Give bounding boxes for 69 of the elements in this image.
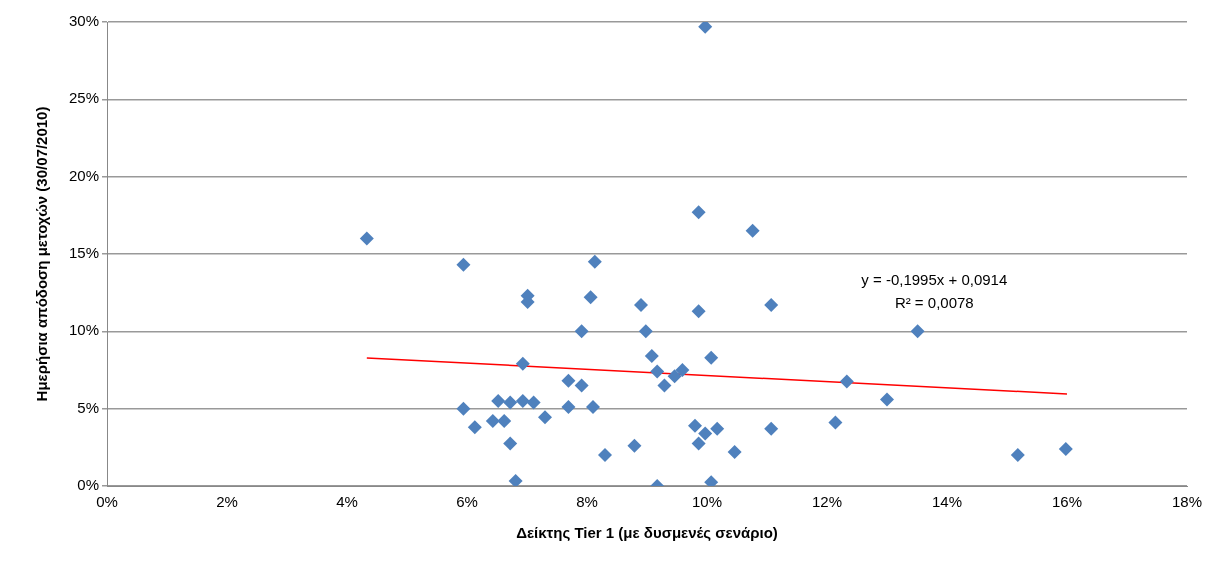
x-tick-label: 4% xyxy=(336,493,358,511)
point xyxy=(691,304,706,319)
x-tick-label: 8% xyxy=(576,493,598,511)
point xyxy=(491,393,506,408)
point xyxy=(698,22,713,34)
y-axis-title: Ημερήσια απόδοση μετοχών (30/07/2010) xyxy=(33,106,51,402)
point xyxy=(839,374,854,389)
point xyxy=(485,414,500,429)
y-tick-label: 0% xyxy=(77,476,100,494)
point xyxy=(586,400,601,415)
point xyxy=(574,324,589,339)
point xyxy=(587,254,602,269)
point xyxy=(644,349,659,364)
point xyxy=(675,363,690,377)
point xyxy=(634,298,649,313)
point xyxy=(515,393,530,408)
point xyxy=(503,395,518,410)
point xyxy=(657,378,672,393)
point xyxy=(880,392,895,407)
point xyxy=(456,401,471,416)
point xyxy=(583,290,598,305)
x-tick-label: 0% xyxy=(96,493,118,511)
y-tick-label: 10% xyxy=(68,321,100,339)
point xyxy=(515,356,530,371)
y-tick-label: 30% xyxy=(68,12,100,30)
point xyxy=(764,298,779,313)
x-tick-label: 16% xyxy=(1051,493,1083,511)
point xyxy=(467,420,482,435)
point xyxy=(1058,441,1073,456)
annotation: R² = 0,0078 xyxy=(894,294,974,312)
y-tick-label: 25% xyxy=(68,89,100,107)
point xyxy=(698,426,713,441)
x-tick-label: 10% xyxy=(691,493,723,511)
point xyxy=(497,414,512,429)
point xyxy=(688,418,703,433)
point xyxy=(359,231,374,246)
point xyxy=(526,395,541,410)
annotation: y = -0,1995x + 0,0914 xyxy=(861,271,1008,289)
point xyxy=(561,373,576,388)
point xyxy=(538,410,553,425)
x-tick-label: 18% xyxy=(1171,493,1203,511)
x-tick-label: 2% xyxy=(216,493,238,511)
point xyxy=(1010,448,1025,463)
point xyxy=(828,415,843,430)
point xyxy=(574,378,589,393)
point xyxy=(745,223,760,238)
point xyxy=(710,421,725,436)
point xyxy=(764,421,779,436)
x-tick-label: 6% xyxy=(456,493,478,511)
point xyxy=(667,369,682,384)
point xyxy=(691,205,706,220)
y-tick-label: 15% xyxy=(68,244,100,262)
point xyxy=(456,257,471,272)
point xyxy=(508,473,523,486)
point xyxy=(650,364,665,379)
x-tick-label: 12% xyxy=(811,493,843,511)
y-tick-label: 20% xyxy=(68,166,100,184)
point xyxy=(503,436,518,451)
y-tick-label: 5% xyxy=(77,398,100,416)
point xyxy=(627,438,642,453)
point xyxy=(638,324,653,339)
point xyxy=(704,350,719,365)
point xyxy=(561,400,576,415)
point xyxy=(727,444,742,459)
x-axis-title: Δείκτης Tier 1 (με δυσμενές σενάριο) xyxy=(516,524,778,542)
point xyxy=(598,448,613,463)
x-tick-label: 14% xyxy=(931,493,963,511)
point xyxy=(910,324,925,339)
point xyxy=(691,436,706,451)
